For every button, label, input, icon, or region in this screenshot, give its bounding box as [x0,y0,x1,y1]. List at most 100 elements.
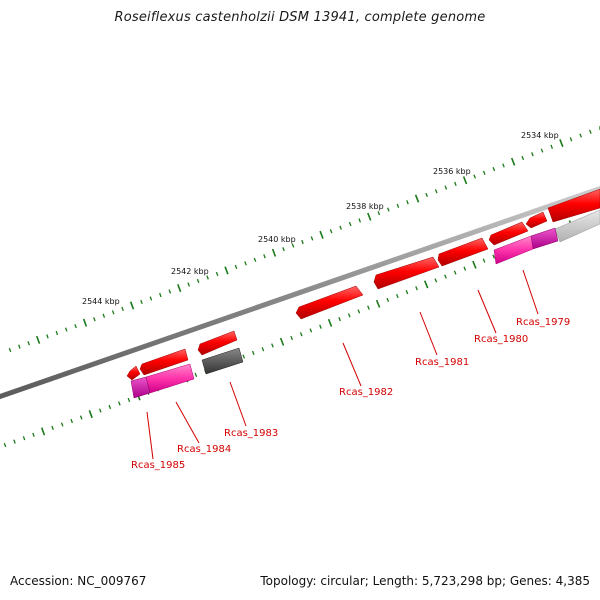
minor-tick [492,254,496,259]
minor-tick [3,442,7,448]
minor-tick [540,148,544,153]
minor-tick [261,347,265,352]
major-tick [414,194,420,203]
scale-label-2540: 2540 kbp [258,235,296,244]
minor-tick [396,203,400,209]
minor-tick [140,299,143,305]
minor-tick [22,436,26,441]
minor-tick [502,163,505,168]
minor-tick [405,290,409,295]
minor-tick [98,408,102,413]
gene-feature[interactable] [295,285,364,320]
minor-tick [339,225,342,230]
gene-label-rcas1980[interactable]: Rcas_1980 [474,334,528,345]
minor-tick [377,211,381,216]
minor-tick [244,261,247,266]
major-tick [510,157,516,166]
minor-tick [473,174,477,179]
minor-tick [93,317,96,322]
major-tick [327,318,333,327]
gene-feature-magenta[interactable] [130,376,151,399]
major-tick [129,301,135,310]
minor-tick [338,317,342,322]
minor-tick [482,258,486,263]
major-tick [271,248,277,257]
minor-tick [386,207,390,212]
minor-tick [263,254,266,259]
minor-tick [74,324,77,329]
minor-tick [215,271,219,277]
gene-feature[interactable] [126,365,141,381]
minor-tick [290,335,294,341]
minor-tick [310,236,314,241]
minor-tick [121,306,124,312]
minor-tick [357,309,361,314]
minor-tick [127,397,131,403]
gene-feature-pink[interactable] [493,235,534,265]
minor-tick [299,332,303,337]
minor-tick [55,330,59,336]
minor-tick [415,286,418,291]
minor-tick [319,324,322,329]
major-tick [88,410,93,419]
major-tick [224,266,229,275]
scale-label-2536: 2536 kbp [433,167,471,176]
gene-feature[interactable] [373,256,440,290]
minor-tick [569,137,573,142]
gene-feature-light[interactable] [554,209,600,243]
minor-tick [309,328,313,333]
minor-tick [251,350,255,356]
gene-label-rcas1985[interactable]: Rcas_1985 [131,460,185,471]
accession-text: Accession: NC_009767 [10,574,147,588]
minor-tick [253,257,257,262]
minor-tick [492,167,496,172]
gene-label-rcas1984[interactable]: Rcas_1984 [177,444,231,455]
minor-tick [60,422,64,427]
gene-feature[interactable] [139,348,189,376]
scale-label-2538: 2538 kbp [346,202,384,211]
minor-tick [64,327,68,332]
gene-feature-gray[interactable] [201,347,244,375]
minor-tick [444,274,447,279]
minor-tick [588,129,592,134]
gene-feature[interactable] [547,188,600,223]
gene-label-rcas1982[interactable]: Rcas_1982 [339,387,393,398]
major-tick [177,284,182,293]
minor-tick [168,289,172,294]
minor-tick [463,266,467,271]
major-tick [462,176,468,185]
major-tick [367,212,372,221]
major-tick [82,318,88,327]
gene-label-rcas1981[interactable]: Rcas_1981 [415,357,469,368]
gene-label-rcas1979[interactable]: Rcas_1979 [516,317,570,328]
minor-tick [242,354,246,359]
gene-label-rcas1983[interactable]: Rcas_1983 [224,428,278,439]
minor-tick [367,305,370,310]
gene-feature[interactable] [488,221,529,246]
minor-tick [18,344,21,349]
gene-feature[interactable] [437,237,489,267]
scale-label-2534: 2534 kbp [521,131,559,140]
minor-tick [291,243,295,248]
minor-tick [482,170,486,175]
minor-tick [51,425,54,431]
minor-tick [13,439,16,444]
minor-tick [234,264,238,270]
major-tick [472,260,477,269]
minor-tick [454,181,457,187]
major-tick [319,230,324,239]
minor-tick [27,341,31,346]
minor-tick [118,401,121,406]
minor-tick [521,155,525,161]
minor-tick [46,334,49,339]
minor-tick [579,133,583,138]
major-tick [35,335,41,344]
major-tick [375,299,381,308]
gene-feature[interactable] [525,211,548,229]
minor-tick [358,218,362,223]
gene-feature[interactable] [197,330,238,356]
label-leader-lines [146,269,539,460]
gene-feature-magenta[interactable] [530,227,559,250]
minor-tick [425,192,429,198]
